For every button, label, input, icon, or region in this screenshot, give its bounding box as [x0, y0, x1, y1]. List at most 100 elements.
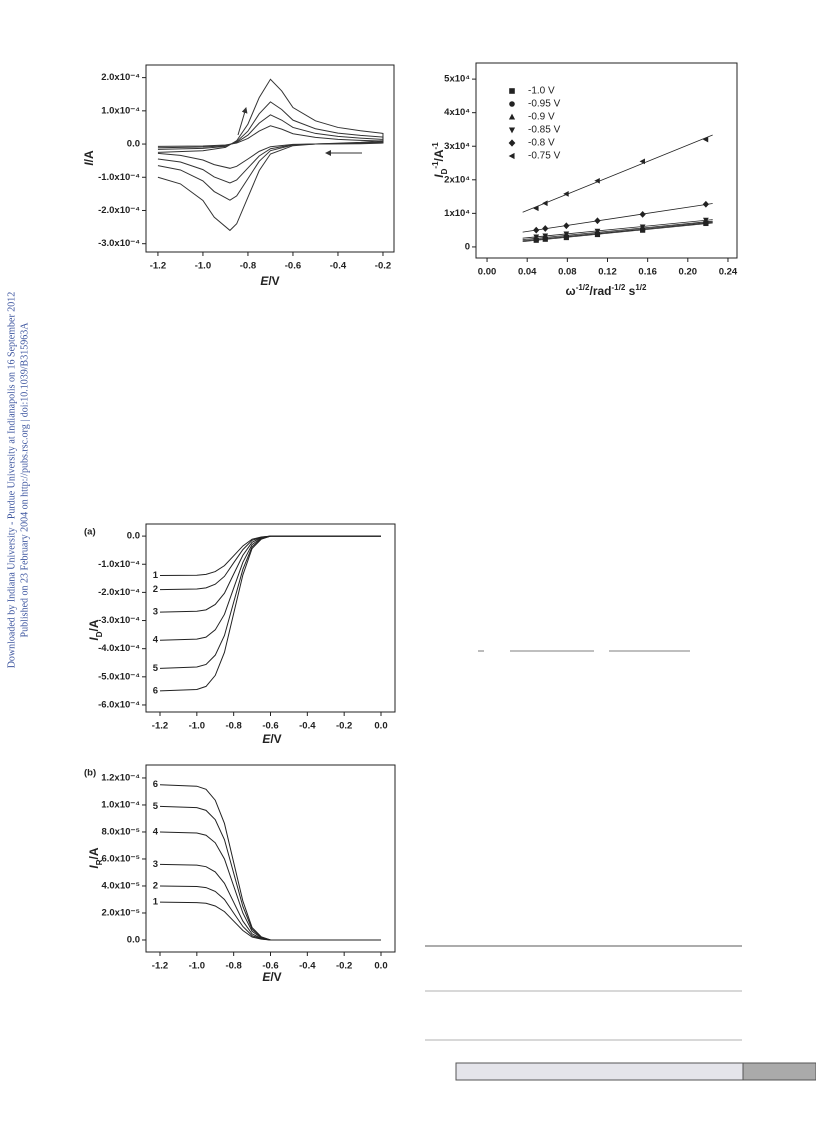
x-tick-label: 0.04: [518, 267, 537, 278]
y-tick-label: -1.0x10⁻⁴: [98, 172, 140, 183]
axis-label-part: /rad: [589, 284, 611, 298]
axis-label-part: E: [260, 274, 269, 288]
axis-label-part: I: [82, 162, 96, 166]
legend-label: -0.75 V: [528, 151, 561, 162]
curve-label: 3: [153, 607, 158, 618]
x-axis-label: ω-1/2/rad-1/2 s1/2: [566, 283, 647, 299]
legend-label: -0.8 V: [528, 138, 555, 149]
x-axis-label: E/V: [262, 732, 281, 746]
x-tick-label: -0.8: [225, 721, 241, 732]
x-tick-label: 0.16: [638, 267, 657, 278]
legend-marker: [508, 139, 516, 147]
data-point: [563, 222, 570, 230]
curve-label: 1: [153, 570, 159, 581]
y-tick-label: 1.0x10⁻⁴: [101, 105, 140, 116]
legend-label: -0.9 V: [528, 112, 555, 123]
curve: [159, 535, 382, 613]
y-tick-label: 1.0x10⁻⁴: [101, 799, 140, 810]
axis-label-part: E: [262, 732, 271, 746]
decor: [425, 650, 742, 1041]
y-tick-label: 2.0x10⁻⁴: [101, 72, 140, 83]
plot-frame: [145, 764, 396, 953]
x-tick-label: 0.24: [719, 267, 738, 278]
y-tick-label: 0.0: [127, 934, 140, 945]
curve: [157, 125, 384, 169]
x-tick-label: -0.4: [330, 261, 347, 272]
axis-label-part: 1/2: [635, 283, 647, 292]
x-tick-label: -0.6: [262, 721, 278, 732]
y-tick-label: -5.0x10⁻⁴: [98, 671, 140, 682]
x-tick-label: -1.2: [150, 261, 166, 272]
scan-arrow: [237, 107, 248, 136]
data-point: [542, 233, 549, 239]
legend-marker: [508, 127, 516, 134]
curve-label: 2: [153, 584, 158, 595]
fit-line: [522, 222, 713, 243]
curve-label: 2: [153, 880, 158, 891]
axis-label-part: I: [87, 637, 101, 641]
x-tick-label: 0.12: [598, 267, 617, 278]
axis-label-part: R: [95, 859, 104, 865]
axis-label-part: /A: [432, 149, 446, 161]
axis-label-part: ω: [566, 284, 576, 298]
y-tick-label: -3.0x10⁻⁴: [98, 615, 140, 626]
footer-bar: [455, 1062, 744, 1081]
curve-label: 6: [153, 779, 158, 790]
axis-label-part: D: [95, 631, 104, 637]
y-tick-label: -4.0x10⁻⁴: [98, 643, 140, 654]
y-tick-label: 8.0x10⁻⁵: [101, 826, 140, 837]
legend-label: -1.0 V: [528, 86, 555, 97]
data-point: [542, 225, 549, 232]
data-point: [594, 177, 600, 184]
curve-label: 4: [153, 826, 159, 837]
x-tick-label: -0.8: [240, 261, 256, 272]
x-axis-label: E/V: [262, 970, 281, 984]
axis-label-part: I: [87, 865, 101, 869]
plot-frame: [145, 523, 396, 713]
data-point: [702, 200, 710, 208]
curve: [159, 885, 382, 941]
side-note: Published on 23 February 2004 on http://…: [19, 322, 30, 638]
legend-marker: [509, 101, 515, 107]
y-tick-label: 4.0x10⁻⁵: [101, 880, 140, 891]
curve-label: 1: [153, 897, 159, 908]
y-tick-label: -2.0x10⁻⁴: [98, 587, 140, 598]
curve: [159, 535, 382, 669]
axis-label-part: D: [440, 168, 449, 174]
curve: [159, 535, 382, 577]
y-tick-label: -6.0x10⁻⁴: [98, 699, 140, 710]
y-axis-label: ID/A: [87, 619, 103, 640]
y-tick-label: -3.0x10⁻⁴: [98, 238, 140, 249]
x-tick-label: 0.08: [558, 267, 577, 278]
axis-label-part: /V: [268, 274, 279, 288]
data-point: [533, 234, 540, 240]
x-tick-label: 0.00: [478, 267, 497, 278]
data-point: [533, 226, 540, 234]
x-tick-label: -0.2: [336, 961, 352, 972]
legend-marker: [509, 88, 515, 94]
x-axis-label: E/V: [260, 274, 279, 288]
x-tick-label: -0.4: [299, 721, 316, 732]
curve: [159, 535, 382, 641]
fit-line: [522, 203, 713, 233]
x-tick-label: -1.0: [189, 721, 205, 732]
legend-label: -0.85 V: [528, 125, 561, 136]
y-axis-label: IR/A: [87, 847, 103, 868]
panel-label: (b): [84, 768, 96, 779]
data-point: [594, 217, 601, 225]
curve: [159, 901, 382, 941]
axis-label-part: -1/2: [576, 283, 590, 292]
data-point: [563, 231, 570, 237]
curve: [159, 784, 382, 941]
x-tick-label: -0.2: [375, 261, 391, 272]
y-tick-label: 2.0x10⁻⁵: [101, 907, 140, 918]
x-tick-label: -0.8: [225, 961, 241, 972]
legend-marker: [508, 113, 516, 120]
curve-label: 6: [153, 685, 158, 696]
axis-label-part: -1/2: [612, 283, 626, 292]
data-point: [703, 217, 709, 224]
axis-label-part: E: [262, 970, 271, 984]
axis-label-part: s: [625, 284, 635, 298]
x-tick-label: 0.20: [679, 267, 698, 278]
